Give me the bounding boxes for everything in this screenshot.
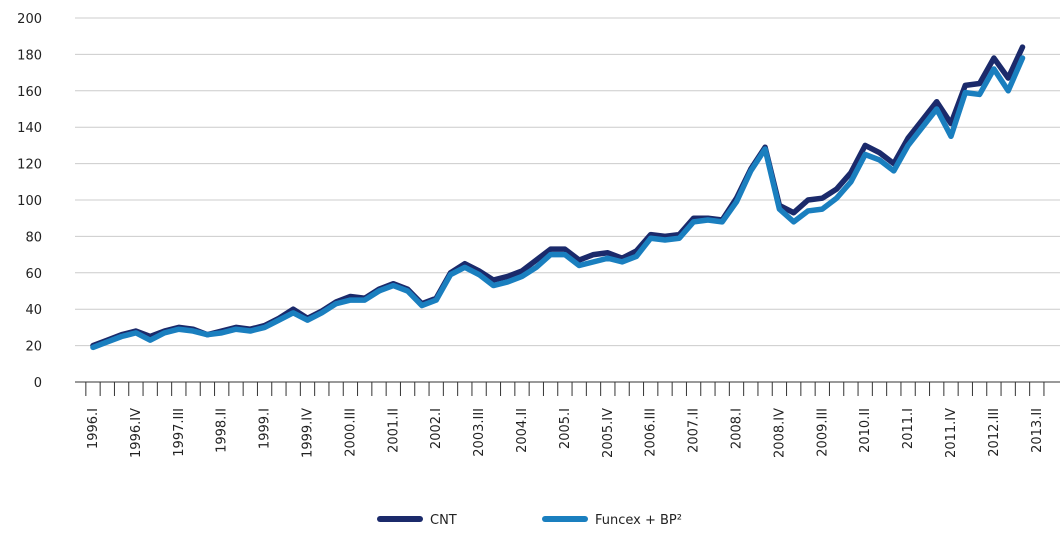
x-tick-label: 1999.IV bbox=[301, 408, 316, 458]
y-tick-label: 160 bbox=[17, 85, 42, 100]
x-tick-label: 2001.II bbox=[386, 408, 401, 453]
y-tick-label: 80 bbox=[25, 230, 42, 245]
x-tick-label: 2005.I bbox=[558, 408, 573, 449]
x-tick-label: 2007.II bbox=[687, 408, 702, 453]
x-tick-label: 2004.II bbox=[515, 408, 530, 453]
y-tick-label: 120 bbox=[17, 158, 42, 173]
y-tick-label: 140 bbox=[17, 121, 42, 136]
y-tick-label: 100 bbox=[17, 194, 42, 209]
x-tick-label: 1996.I bbox=[86, 408, 101, 449]
series-line bbox=[90, 44, 1026, 349]
y-tick-label: 40 bbox=[25, 303, 42, 318]
series-line bbox=[90, 55, 1026, 351]
y-tick-label: 200 bbox=[17, 12, 42, 27]
x-tick-label: 2013.II bbox=[1030, 408, 1045, 453]
x-tick-label: 2000.III bbox=[343, 408, 358, 457]
legend-label: CNT bbox=[430, 513, 457, 528]
x-tick-label: 2012.III bbox=[987, 408, 1002, 457]
y-tick-label: 60 bbox=[25, 267, 42, 282]
x-tick-label: 1999.I bbox=[258, 408, 273, 449]
x-tick-label: 2009.III bbox=[815, 408, 830, 457]
y-tick-label: 180 bbox=[17, 48, 42, 63]
x-tick-label: 1996.IV bbox=[129, 408, 144, 458]
x-tick-label: 1998.II bbox=[215, 408, 230, 453]
x-tick-label: 1997.III bbox=[172, 408, 187, 457]
x-tick-label: 2011.IV bbox=[944, 408, 959, 458]
x-tick-label: 2002.I bbox=[429, 408, 444, 449]
y-tick-label: 20 bbox=[25, 340, 42, 355]
legend-label: Funcex + BP² bbox=[595, 513, 682, 528]
x-tick-label: 2011.I bbox=[901, 408, 916, 449]
x-tick-label: 2006.III bbox=[644, 408, 659, 457]
x-tick-label: 2010.II bbox=[858, 408, 873, 453]
x-tick-label: 2008.IV bbox=[772, 408, 787, 458]
x-tick-label: 2008.I bbox=[730, 408, 745, 449]
x-tick-label: 2005.IV bbox=[601, 408, 616, 458]
y-tick-label: 0 bbox=[34, 376, 42, 391]
x-tick-label: 2003.III bbox=[472, 408, 487, 457]
